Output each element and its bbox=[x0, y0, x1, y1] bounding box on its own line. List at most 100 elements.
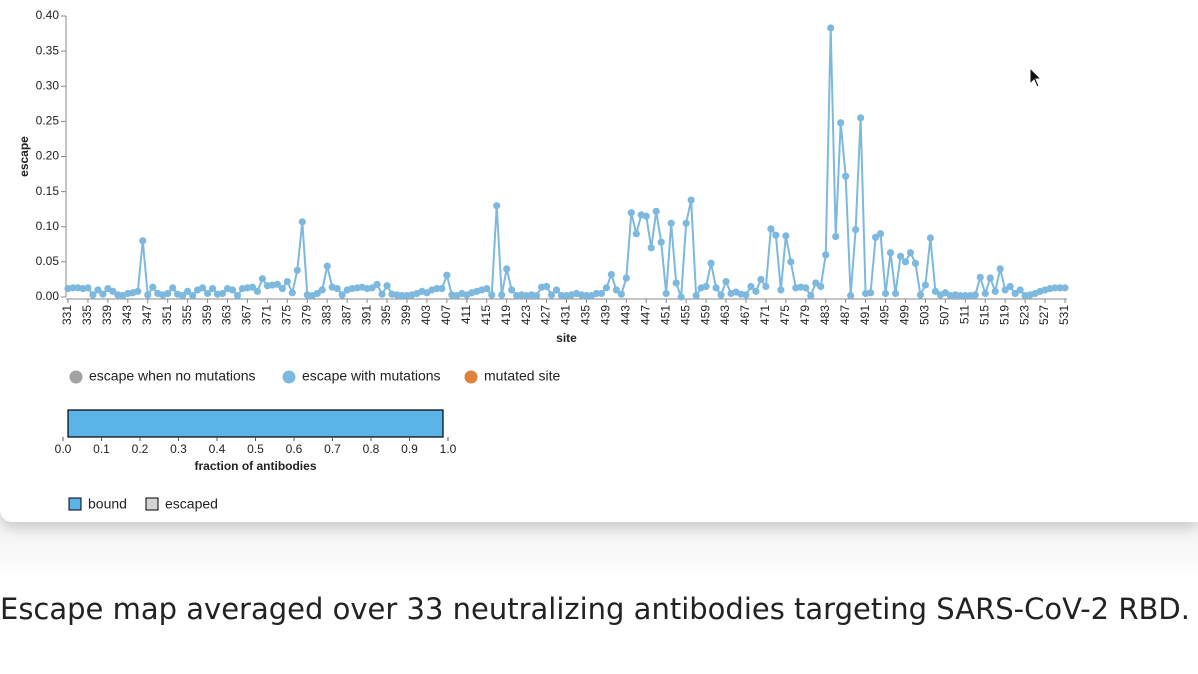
legend-label: bound bbox=[88, 496, 127, 512]
data-point bbox=[69, 284, 77, 292]
bar bbox=[67, 409, 444, 438]
x-tick-label: 499 bbox=[898, 305, 912, 325]
x-tick-label: 455 bbox=[678, 305, 692, 325]
x-tick-label: 503 bbox=[918, 305, 932, 325]
x-tick-label: 431 bbox=[559, 305, 573, 325]
data-point bbox=[1051, 284, 1059, 292]
data-point bbox=[622, 274, 630, 282]
data-point bbox=[298, 218, 306, 226]
x-tick-label: 343 bbox=[120, 305, 134, 325]
data-point bbox=[901, 258, 910, 266]
x-tick-label: 359 bbox=[200, 305, 214, 325]
x-tick-label: 407 bbox=[439, 305, 453, 325]
data-point bbox=[662, 289, 670, 298]
data-point bbox=[847, 291, 855, 300]
y-tick-label: 0.25 bbox=[36, 114, 60, 128]
x-tick-label: 483 bbox=[818, 305, 832, 325]
data-point bbox=[323, 262, 331, 270]
x-tick-label: 459 bbox=[698, 305, 712, 325]
x-tick-label: 531 bbox=[1057, 305, 1071, 325]
data-point bbox=[881, 289, 890, 298]
x-tick-label: 403 bbox=[419, 305, 433, 325]
y-tick-label: 0.05 bbox=[36, 254, 60, 268]
data-point bbox=[198, 284, 207, 292]
data-point bbox=[682, 219, 690, 227]
data-point bbox=[857, 114, 865, 122]
data-point bbox=[1061, 284, 1069, 292]
y-tick-label: 0.00 bbox=[36, 289, 60, 303]
data-point bbox=[313, 289, 321, 298]
data-point bbox=[248, 283, 257, 291]
data-point bbox=[542, 282, 551, 291]
data-point bbox=[687, 196, 695, 204]
data-point bbox=[288, 289, 296, 297]
data-point bbox=[762, 282, 770, 291]
x-tick-label: 335 bbox=[80, 305, 94, 325]
y-tick-label: 0.20 bbox=[36, 149, 60, 163]
data-point bbox=[1056, 284, 1064, 292]
data-point bbox=[1016, 286, 1024, 294]
x-tick-label: 351 bbox=[160, 305, 174, 325]
legend-swatch bbox=[464, 370, 478, 384]
legend-label: escape when no mutations bbox=[89, 368, 256, 384]
x-tick-label: 519 bbox=[997, 305, 1011, 325]
data-point bbox=[318, 286, 326, 294]
x-tick-label: 439 bbox=[599, 305, 613, 325]
data-point bbox=[94, 286, 102, 294]
data-point bbox=[1011, 289, 1019, 298]
legend-swatch bbox=[69, 370, 83, 384]
data-point bbox=[293, 266, 301, 274]
data-point bbox=[1001, 286, 1009, 294]
x-tick-label: 467 bbox=[738, 305, 752, 325]
data-point bbox=[722, 277, 730, 286]
data-point bbox=[971, 291, 979, 299]
data-point bbox=[632, 230, 640, 238]
legend-swatch bbox=[282, 370, 296, 384]
data-point bbox=[822, 251, 830, 259]
x-tick-label: 379 bbox=[299, 305, 313, 325]
data-point bbox=[642, 212, 650, 220]
data-point bbox=[164, 289, 172, 298]
x-tick-label: 0.9 bbox=[401, 442, 418, 456]
x-tick-label: 435 bbox=[579, 305, 593, 325]
data-point bbox=[832, 232, 840, 241]
data-point bbox=[842, 172, 850, 180]
legend-label: escaped bbox=[165, 496, 218, 512]
data-point bbox=[333, 284, 341, 293]
data-point bbox=[717, 291, 725, 299]
legend-label: escape with mutations bbox=[302, 368, 441, 384]
data-point bbox=[876, 230, 885, 238]
x-tick-label: 527 bbox=[1037, 305, 1051, 325]
data-point bbox=[597, 289, 605, 298]
data-point bbox=[378, 290, 386, 298]
data-point bbox=[627, 209, 635, 217]
x-tick-label: 399 bbox=[399, 305, 413, 325]
data-point bbox=[433, 284, 441, 293]
x-tick-label: 0.3 bbox=[170, 442, 187, 456]
data-point bbox=[837, 119, 845, 127]
data-point bbox=[612, 286, 620, 294]
x-tick-label: 383 bbox=[319, 305, 333, 325]
data-point bbox=[184, 287, 192, 295]
y-axis-title: escape bbox=[17, 136, 31, 177]
x-tick-label: 1.0 bbox=[440, 442, 457, 456]
data-point bbox=[498, 291, 506, 299]
data-point bbox=[438, 284, 446, 293]
data-point bbox=[852, 225, 860, 234]
data-point bbox=[891, 289, 900, 298]
data-point bbox=[208, 284, 217, 293]
data-point bbox=[991, 287, 999, 295]
data-point bbox=[652, 207, 660, 215]
data-point bbox=[752, 287, 760, 295]
data-point bbox=[782, 232, 790, 240]
data-point bbox=[772, 231, 780, 239]
data-point bbox=[802, 284, 810, 292]
data-point bbox=[373, 280, 381, 288]
y-tick-label: 0.30 bbox=[36, 78, 60, 92]
data-point bbox=[956, 291, 964, 300]
y-tick-label: 0.10 bbox=[36, 219, 60, 233]
data-point bbox=[283, 277, 291, 286]
data-point bbox=[503, 265, 511, 273]
